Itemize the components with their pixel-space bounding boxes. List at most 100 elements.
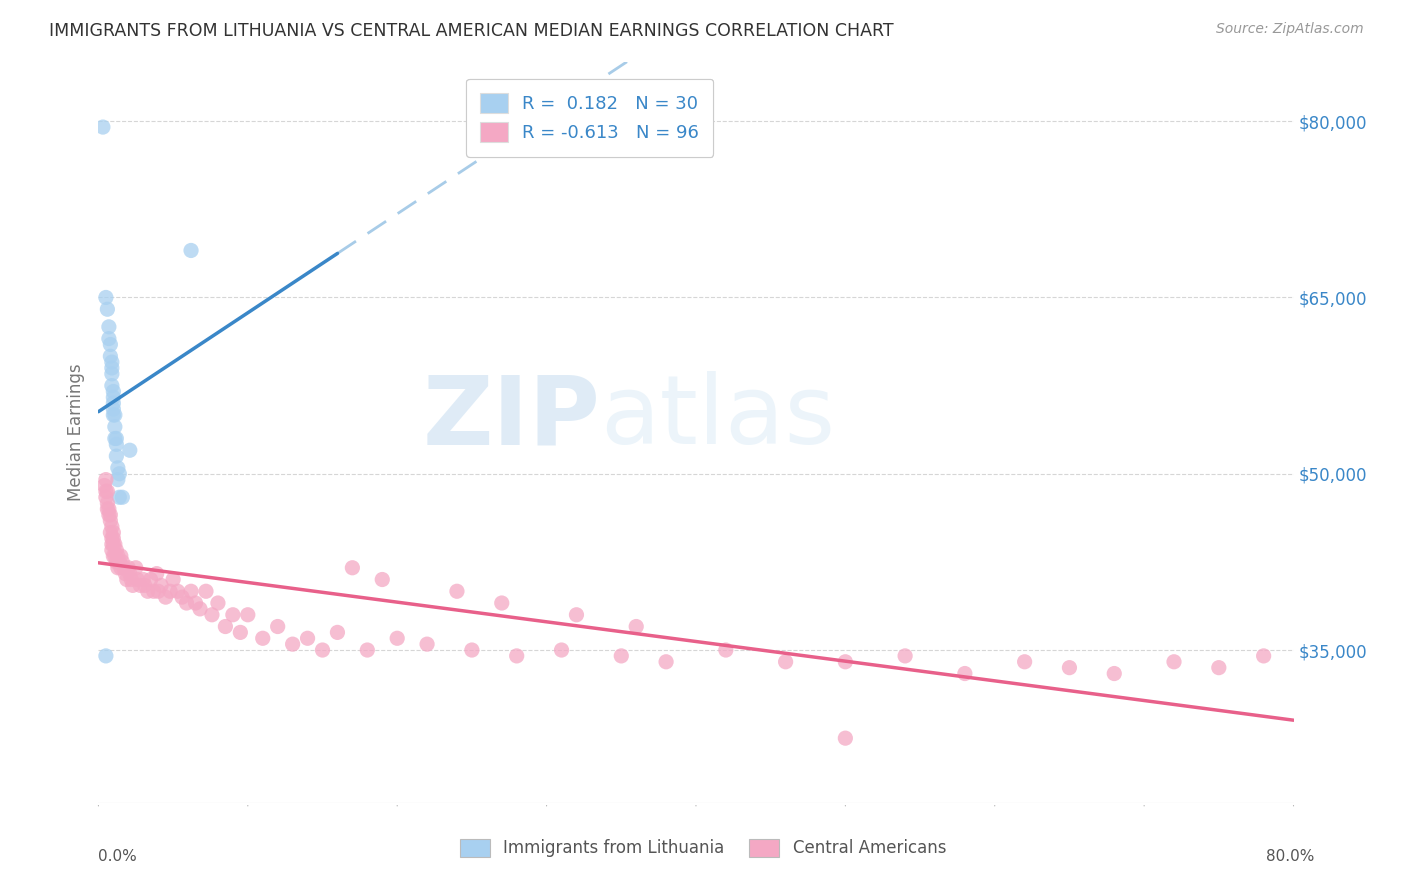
Point <box>105 555 128 569</box>
Point <box>342 561 364 575</box>
Point <box>110 561 132 575</box>
Point <box>112 561 135 575</box>
Point <box>953 666 976 681</box>
Point <box>101 367 124 381</box>
Point <box>506 648 529 663</box>
Point <box>180 584 202 599</box>
Point <box>326 625 349 640</box>
Point <box>565 607 588 622</box>
Point <box>188 602 211 616</box>
Point <box>610 648 633 663</box>
Point <box>104 432 127 446</box>
Point <box>371 573 394 587</box>
Point <box>104 549 127 563</box>
Point <box>98 337 122 351</box>
Point <box>108 555 131 569</box>
Point <box>94 484 117 499</box>
Point <box>101 378 124 392</box>
Point <box>118 443 141 458</box>
Point <box>96 496 118 510</box>
Point <box>1059 660 1081 674</box>
Text: Source: ZipAtlas.com: Source: ZipAtlas.com <box>1216 22 1364 37</box>
Point <box>297 632 319 646</box>
Point <box>105 543 128 558</box>
Point <box>94 648 117 663</box>
Point <box>93 478 115 492</box>
Point <box>385 632 409 646</box>
Point <box>103 537 125 551</box>
Point <box>108 467 131 481</box>
Point <box>96 502 118 516</box>
Point <box>103 402 125 417</box>
Point <box>98 514 122 528</box>
Point <box>136 584 159 599</box>
Point <box>103 396 125 410</box>
Point <box>110 549 132 563</box>
Point <box>132 573 155 587</box>
Point <box>1163 655 1185 669</box>
Point <box>98 349 122 363</box>
Point <box>103 390 125 404</box>
Point <box>121 578 143 592</box>
Point <box>148 584 170 599</box>
Point <box>714 643 737 657</box>
Point <box>101 532 124 546</box>
Point <box>94 473 117 487</box>
Legend: R =  0.182   N = 30, R = -0.613   N = 96: R = 0.182 N = 30, R = -0.613 N = 96 <box>465 78 713 157</box>
Point <box>142 584 165 599</box>
Point <box>894 648 917 663</box>
Point <box>150 578 173 592</box>
Point <box>120 573 142 587</box>
Point <box>101 543 124 558</box>
Legend: Immigrants from Lithuania, Central Americans: Immigrants from Lithuania, Central Ameri… <box>451 830 955 866</box>
Point <box>127 573 149 587</box>
Point <box>176 596 198 610</box>
Point <box>1014 655 1036 669</box>
Point <box>94 490 117 504</box>
Point <box>114 566 136 581</box>
Point <box>107 461 129 475</box>
Point <box>214 619 236 633</box>
Point <box>1104 666 1126 681</box>
Point <box>94 290 117 304</box>
Point <box>103 532 125 546</box>
Point <box>775 655 797 669</box>
Point <box>416 637 439 651</box>
Point <box>103 384 125 399</box>
Point <box>97 508 120 522</box>
Point <box>103 549 125 563</box>
Point <box>97 332 120 346</box>
Point <box>97 319 120 334</box>
Point <box>159 584 181 599</box>
Point <box>104 537 127 551</box>
Y-axis label: Median Earnings: Median Earnings <box>67 364 86 501</box>
Text: ZIP: ZIP <box>422 371 600 465</box>
Point <box>111 555 134 569</box>
Point <box>162 573 184 587</box>
Point <box>356 643 378 657</box>
Point <box>834 655 856 669</box>
Point <box>103 525 125 540</box>
Point <box>834 731 856 746</box>
Point <box>104 408 127 422</box>
Point <box>446 584 468 599</box>
Point <box>105 432 128 446</box>
Point <box>655 655 678 669</box>
Point <box>134 578 156 592</box>
Point <box>222 607 245 622</box>
Point <box>101 361 124 376</box>
Point <box>98 508 122 522</box>
Point <box>267 619 290 633</box>
Text: atlas: atlas <box>600 371 835 465</box>
Point <box>201 607 224 622</box>
Point <box>91 120 114 134</box>
Point <box>1253 648 1275 663</box>
Point <box>101 355 124 369</box>
Point <box>207 596 229 610</box>
Point <box>461 643 484 657</box>
Point <box>108 490 131 504</box>
Point <box>236 607 259 622</box>
Point <box>166 584 188 599</box>
Point <box>145 566 167 581</box>
Point <box>550 643 572 657</box>
